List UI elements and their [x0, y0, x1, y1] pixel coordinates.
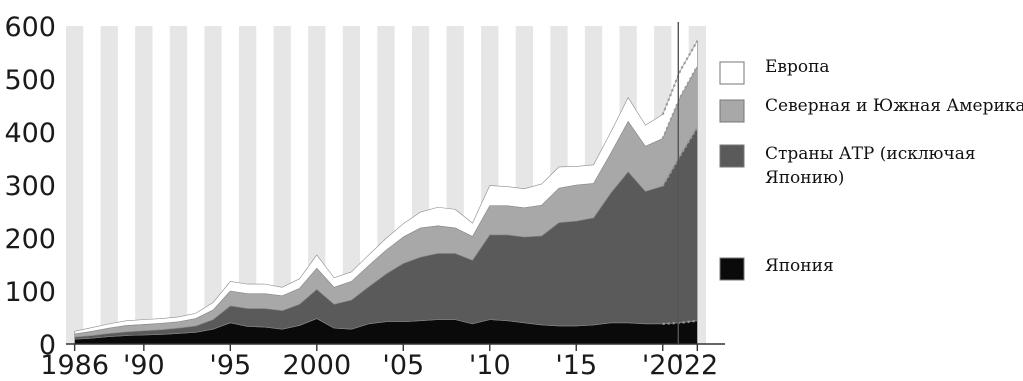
legend-label: Страны АТР (исключая [765, 144, 976, 164]
year-band [238, 26, 257, 344]
y-tick-label: 0 [39, 330, 56, 361]
forecast-line [661, 126, 699, 187]
x-tick-label: '20 [642, 350, 684, 381]
legend-label: Северная и Южная Америка [765, 96, 1023, 116]
year-band [169, 26, 188, 344]
x-tick-label: '95 [209, 350, 251, 381]
y-tick-label: 100 [4, 277, 56, 308]
y-tick-label: 300 [4, 171, 56, 202]
year-band [273, 26, 291, 344]
year-band [100, 26, 118, 344]
legend-swatch [719, 144, 745, 168]
year-band [342, 26, 361, 344]
legend-swatch [719, 257, 745, 281]
x-tick-label: 1986 [40, 350, 109, 381]
x-tick-label: 2000 [282, 350, 351, 381]
x-tick-label: '15 [555, 350, 597, 381]
stacked-areas [74, 40, 698, 345]
y-tick-label: 500 [4, 65, 56, 96]
legend-swatch [719, 61, 745, 85]
axes: 0 100 200 300 400 500 600 1986 '90 '95 2000 '05 '10 '… [4, 12, 725, 381]
legend-label: Япония [765, 256, 834, 276]
legend: Европа Северная и Южная Америка Страны АТР… [719, 57, 1023, 281]
x-tick-label: '22 [676, 350, 718, 381]
year-band [135, 26, 153, 344]
x-tick-label: '10 [469, 350, 511, 381]
x-tick-label: '05 [382, 350, 424, 381]
year-band [66, 26, 84, 344]
y-tick-label: 600 [4, 12, 56, 43]
forecast-line [662, 319, 698, 325]
year-band [204, 26, 222, 344]
forecast-line [661, 40, 699, 115]
legend-label: Японию) [765, 168, 844, 188]
forecast-overlay [661, 22, 699, 344]
y-tick-label: 200 [4, 224, 56, 255]
x-tick-label: '90 [123, 350, 165, 381]
legend-label: Европа [765, 57, 830, 77]
legend-swatch [719, 99, 745, 123]
y-tick-label: 400 [4, 118, 56, 149]
